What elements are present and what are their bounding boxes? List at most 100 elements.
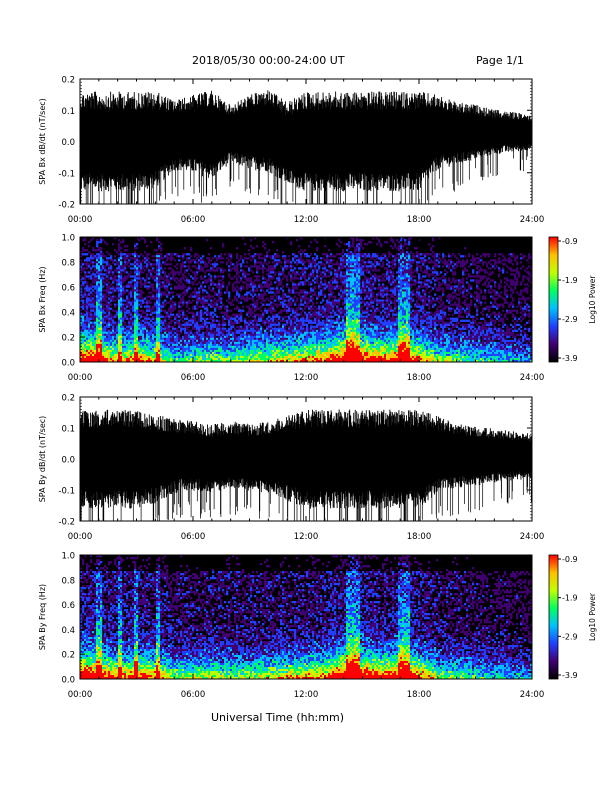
heatmap-cell — [172, 275, 175, 278]
heatmap-cell — [150, 343, 153, 347]
heatmap-cell — [120, 315, 123, 318]
heatmap-cell — [232, 349, 235, 353]
heatmap-cell — [156, 355, 159, 359]
heatmap-cell — [252, 319, 255, 322]
heatmap-cell — [134, 323, 137, 327]
heatmap-cell — [156, 271, 159, 274]
heatmap-cell — [154, 357, 157, 361]
heatmap-cell — [212, 325, 215, 329]
heatmap-cell — [140, 313, 143, 316]
heatmap-cell — [318, 345, 321, 349]
heatmap-cell — [256, 355, 259, 359]
heatmap-cell — [320, 285, 323, 288]
heatmap-cell — [258, 351, 261, 355]
heatmap-cell — [190, 317, 193, 320]
heatmap-cell — [102, 313, 105, 316]
heatmap-cell — [218, 267, 221, 270]
heatmap-cell — [290, 275, 293, 278]
heatmap-cell — [166, 277, 169, 280]
heatmap-cell — [178, 315, 181, 318]
heatmap-cell — [168, 351, 171, 355]
heatmap-cell — [150, 345, 153, 349]
heatmap-cell — [194, 351, 197, 355]
heatmap-cell — [114, 329, 117, 333]
heatmap-cell — [218, 345, 221, 349]
heatmap-cell — [204, 351, 207, 355]
heatmap-cell — [196, 321, 199, 324]
heatmap-cell — [154, 349, 157, 353]
heatmap-cell — [292, 265, 295, 268]
heatmap-cell — [96, 243, 99, 246]
heatmap-cell — [188, 325, 191, 329]
heatmap-cell — [100, 345, 103, 349]
heatmap-cell — [108, 355, 111, 359]
heatmap-cell — [80, 253, 83, 256]
heatmap-cell — [80, 313, 83, 316]
heatmap-cell — [202, 333, 205, 337]
heatmap-cell — [126, 245, 129, 248]
heatmap-cell — [178, 295, 181, 298]
heatmap-cell — [130, 271, 133, 274]
heatmap-cell — [122, 319, 125, 322]
heatmap-cell — [218, 257, 221, 260]
heatmap-cell — [124, 269, 127, 272]
heatmap-cell — [126, 333, 129, 337]
heatmap-cell — [174, 323, 177, 327]
heatmap-cell — [106, 345, 109, 349]
heatmap-cell — [132, 349, 135, 353]
heatmap-cell — [302, 351, 305, 355]
heatmap-cell — [312, 269, 315, 272]
heatmap-cell — [238, 347, 241, 351]
heatmap-cell — [222, 317, 225, 320]
heatmap-cell — [266, 341, 269, 345]
heatmap-cell — [162, 309, 165, 312]
heatmap-cell — [304, 355, 307, 359]
heatmap-cell — [88, 315, 91, 318]
heatmap-cell — [136, 271, 139, 274]
heatmap-cell — [174, 335, 177, 339]
heatmap-cell — [194, 335, 197, 339]
heatmap-cell — [306, 253, 309, 256]
heatmap-cell — [288, 329, 291, 333]
heatmap-cell — [210, 353, 213, 357]
heatmap-cell — [252, 321, 255, 324]
heatmap-cell — [272, 355, 275, 359]
heatmap-cell — [180, 269, 183, 272]
heatmap-cell — [316, 349, 319, 353]
heatmap-cell — [150, 265, 153, 268]
heatmap-cell — [162, 321, 165, 324]
heatmap-cell — [162, 283, 165, 286]
heatmap-cell — [320, 273, 323, 276]
heatmap-cell — [118, 267, 121, 270]
heatmap-cell — [262, 293, 265, 296]
heatmap-cell — [250, 309, 253, 312]
heatmap-cell — [148, 347, 151, 351]
heatmap-cell — [168, 343, 171, 347]
heatmap-cell — [170, 267, 173, 270]
heatmap-cell — [162, 301, 165, 304]
heatmap-cell — [96, 325, 99, 329]
heatmap-cell — [140, 325, 143, 329]
heatmap-cell — [190, 287, 193, 290]
heatmap-cell — [184, 335, 187, 339]
heatmap-cell — [200, 341, 203, 345]
heatmap-cell — [110, 323, 113, 327]
heatmap-cell — [92, 341, 95, 345]
heatmap-cell — [318, 313, 321, 316]
heatmap-cell — [320, 293, 323, 296]
heatmap-cell — [308, 305, 311, 308]
heatmap-cell — [252, 339, 255, 343]
heatmap-cell — [160, 293, 163, 296]
heatmap-cell — [206, 305, 209, 308]
heatmap-cell — [220, 345, 223, 349]
heatmap-cell — [314, 281, 317, 284]
heatmap-cell — [92, 343, 95, 347]
heatmap-cell — [240, 279, 243, 282]
heatmap-cell — [274, 341, 277, 345]
heatmap-cell — [208, 269, 211, 272]
heatmap-cell — [84, 275, 87, 278]
heatmap-cell — [160, 257, 163, 260]
heatmap-cell — [246, 349, 249, 353]
heatmap-cell — [272, 323, 275, 327]
heatmap-cell — [282, 335, 285, 339]
